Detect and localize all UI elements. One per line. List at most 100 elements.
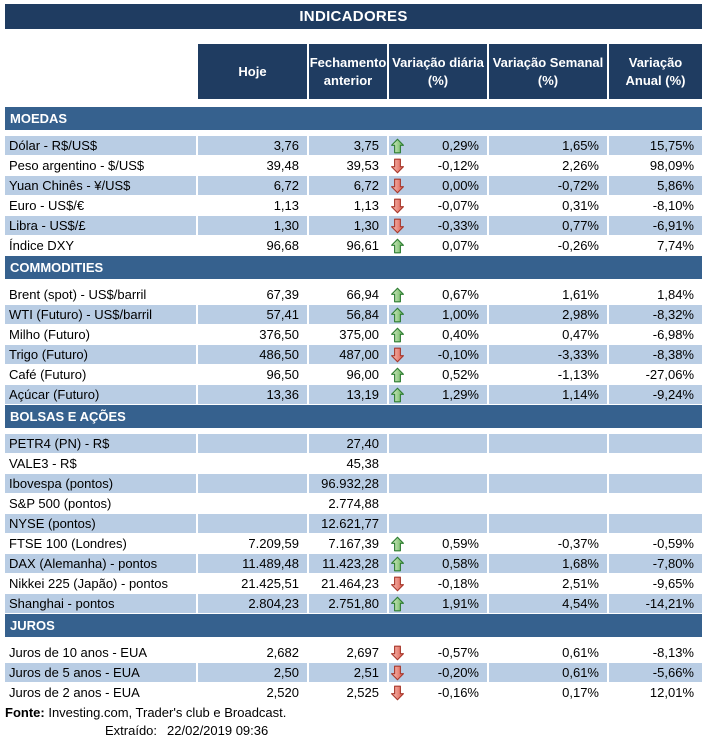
cell-hoje: 7.209,59	[198, 534, 307, 553]
cell-label: Shanghai - pontos	[5, 594, 196, 613]
down-arrow-icon	[391, 645, 404, 660]
cell-fechamento-anterior: 45,38	[309, 454, 387, 473]
table-row: Yuan Chinês - ¥/US$ 6,72 6,72 0,00% -0,72% 5,…	[5, 176, 702, 195]
cell-hoje: 2,520	[198, 683, 307, 702]
cell-label: Café (Futuro)	[5, 365, 196, 384]
down-arrow-icon	[391, 198, 404, 213]
cell-hoje: 1,30	[198, 216, 307, 235]
cell-fechamento-anterior: 13,19	[309, 385, 387, 404]
table-row: Brent (spot) - US$/barril 67,39 66,94 0,67%…	[5, 285, 702, 304]
column-header-spacer	[5, 44, 196, 99]
cell-variacao-diaria: -0,18%	[389, 574, 487, 593]
cell-hoje	[198, 494, 307, 513]
cell-variacao-anual: -8,13%	[609, 643, 702, 662]
cell-fechamento-anterior: 66,94	[309, 285, 387, 304]
cell-variacao-diaria	[389, 514, 487, 533]
table-row: Euro - US$/€ 1,13 1,13 -0,07% 0,31% -8,10%	[5, 196, 702, 215]
cell-hoje	[198, 514, 307, 533]
table-row: Peso argentino - $/US$ 39,48 39,53 -0,12% 2,…	[5, 156, 702, 175]
cell-variacao-anual	[609, 434, 702, 453]
table-row: Açúcar (Futuro) 13,36 13,19 1,29% 1,14% -9,24…	[5, 385, 702, 404]
cell-variacao-semanal: -3,33%	[489, 345, 607, 364]
cell-variacao-diaria: -0,16%	[389, 683, 487, 702]
cell-variacao-diaria	[389, 454, 487, 473]
extracted-label: Extraído:	[105, 723, 158, 738]
cell-variacao-semanal: 4,54%	[489, 594, 607, 613]
table-row: DAX (Alemanha) - pontos 11.489,48 11.423,2…	[5, 554, 702, 573]
cell-label: Índice DXY	[5, 236, 196, 255]
cell-variacao-anual: -5,66%	[609, 663, 702, 682]
cell-variacao-semanal: 0,61%	[489, 663, 607, 682]
cell-label: Juros de 5 anos - EUA	[5, 663, 196, 682]
cell-variacao-semanal: 2,26%	[489, 156, 607, 175]
cell-variacao-semanal: 1,61%	[489, 285, 607, 304]
cell-variacao-anual: -6,91%	[609, 216, 702, 235]
cell-fechamento-anterior: 3,75	[309, 136, 387, 155]
cell-hoje: 486,50	[198, 345, 307, 364]
table-row: Shanghai - pontos 2.804,23 2.751,80 1,91% 4,…	[5, 594, 702, 613]
table-row: Dólar - R$/US$ 3,76 3,75 0,29% 1,65% 15,75%	[5, 136, 702, 155]
cell-label: VALE3 - R$	[5, 454, 196, 473]
cell-variacao-anual: -27,06%	[609, 365, 702, 384]
cell-label: Milho (Futuro)	[5, 325, 196, 344]
cell-variacao-anual: -14,21%	[609, 594, 702, 613]
cell-hoje: 1,13	[198, 196, 307, 215]
cell-label: Peso argentino - $/US$	[5, 156, 196, 175]
cell-hoje: 21.425,51	[198, 574, 307, 593]
extracted-timestamp: Extraído: 22/02/2019 09:36	[105, 722, 286, 740]
cell-variacao-semanal	[489, 454, 607, 473]
section-header-juros: JUROS	[5, 614, 702, 637]
section-header-moedas: MOEDAS	[5, 107, 702, 130]
cell-label: Ibovespa (pontos)	[5, 474, 196, 493]
cell-fechamento-anterior: 12.621,77	[309, 514, 387, 533]
up-arrow-icon	[391, 556, 404, 571]
cell-fechamento-anterior: 487,00	[309, 345, 387, 364]
up-arrow-icon	[391, 238, 404, 253]
column-header-variacao-anual: Variação Anual (%)	[609, 44, 702, 99]
cell-label: Dólar - R$/US$	[5, 136, 196, 155]
cell-label: Nikkei 225 (Japão) - pontos	[5, 574, 196, 593]
up-arrow-icon	[391, 287, 404, 302]
cell-label: Juros de 10 anos - EUA	[5, 643, 196, 662]
cell-label: Euro - US$/€	[5, 196, 196, 215]
cell-label: Trigo (Futuro)	[5, 345, 196, 364]
up-arrow-icon	[391, 596, 404, 611]
cell-label: FTSE 100 (Londres)	[5, 534, 196, 553]
cell-variacao-semanal: 0,47%	[489, 325, 607, 344]
table-row: Libra - US$/£ 1,30 1,30 -0,33% 0,77% -6,91%	[5, 216, 702, 235]
cell-hoje: 2,50	[198, 663, 307, 682]
cell-fechamento-anterior: 11.423,28	[309, 554, 387, 573]
cell-variacao-anual: -8,32%	[609, 305, 702, 324]
cell-label: Yuan Chinês - ¥/US$	[5, 176, 196, 195]
cell-variacao-anual: -9,65%	[609, 574, 702, 593]
cell-variacao-diaria: 0,40%	[389, 325, 487, 344]
cell-variacao-diaria: 0,29%	[389, 136, 487, 155]
cell-fechamento-anterior: 2,525	[309, 683, 387, 702]
down-arrow-icon	[391, 685, 404, 700]
cell-fechamento-anterior: 1,13	[309, 196, 387, 215]
cell-variacao-anual	[609, 494, 702, 513]
column-header-variacao-diaria: Variação diária (%)	[389, 44, 487, 99]
table-row: Nikkei 225 (Japão) - pontos 21.425,51 21.4…	[5, 574, 702, 593]
cell-label: Brent (spot) - US$/barril	[5, 285, 196, 304]
up-arrow-icon	[391, 536, 404, 551]
cell-variacao-diaria: 0,67%	[389, 285, 487, 304]
cell-fechamento-anterior: 2.774,88	[309, 494, 387, 513]
table-row: VALE3 - R$ 45,38	[5, 454, 702, 473]
cell-variacao-semanal: 2,98%	[489, 305, 607, 324]
cell-variacao-anual: 5,86%	[609, 176, 702, 195]
cell-variacao-anual: 98,09%	[609, 156, 702, 175]
cell-variacao-semanal: -1,13%	[489, 365, 607, 384]
cell-variacao-diaria: -0,33%	[389, 216, 487, 235]
cell-fechamento-anterior: 2.751,80	[309, 594, 387, 613]
cell-label: Juros de 2 anos - EUA	[5, 683, 196, 702]
cell-variacao-semanal: 2,51%	[489, 574, 607, 593]
cell-variacao-diaria: 1,91%	[389, 594, 487, 613]
cell-hoje: 2.804,23	[198, 594, 307, 613]
cell-variacao-anual: 7,74%	[609, 236, 702, 255]
cell-variacao-anual: -0,59%	[609, 534, 702, 553]
cell-fechamento-anterior: 6,72	[309, 176, 387, 195]
cell-variacao-semanal: -0,72%	[489, 176, 607, 195]
up-arrow-icon	[391, 387, 404, 402]
